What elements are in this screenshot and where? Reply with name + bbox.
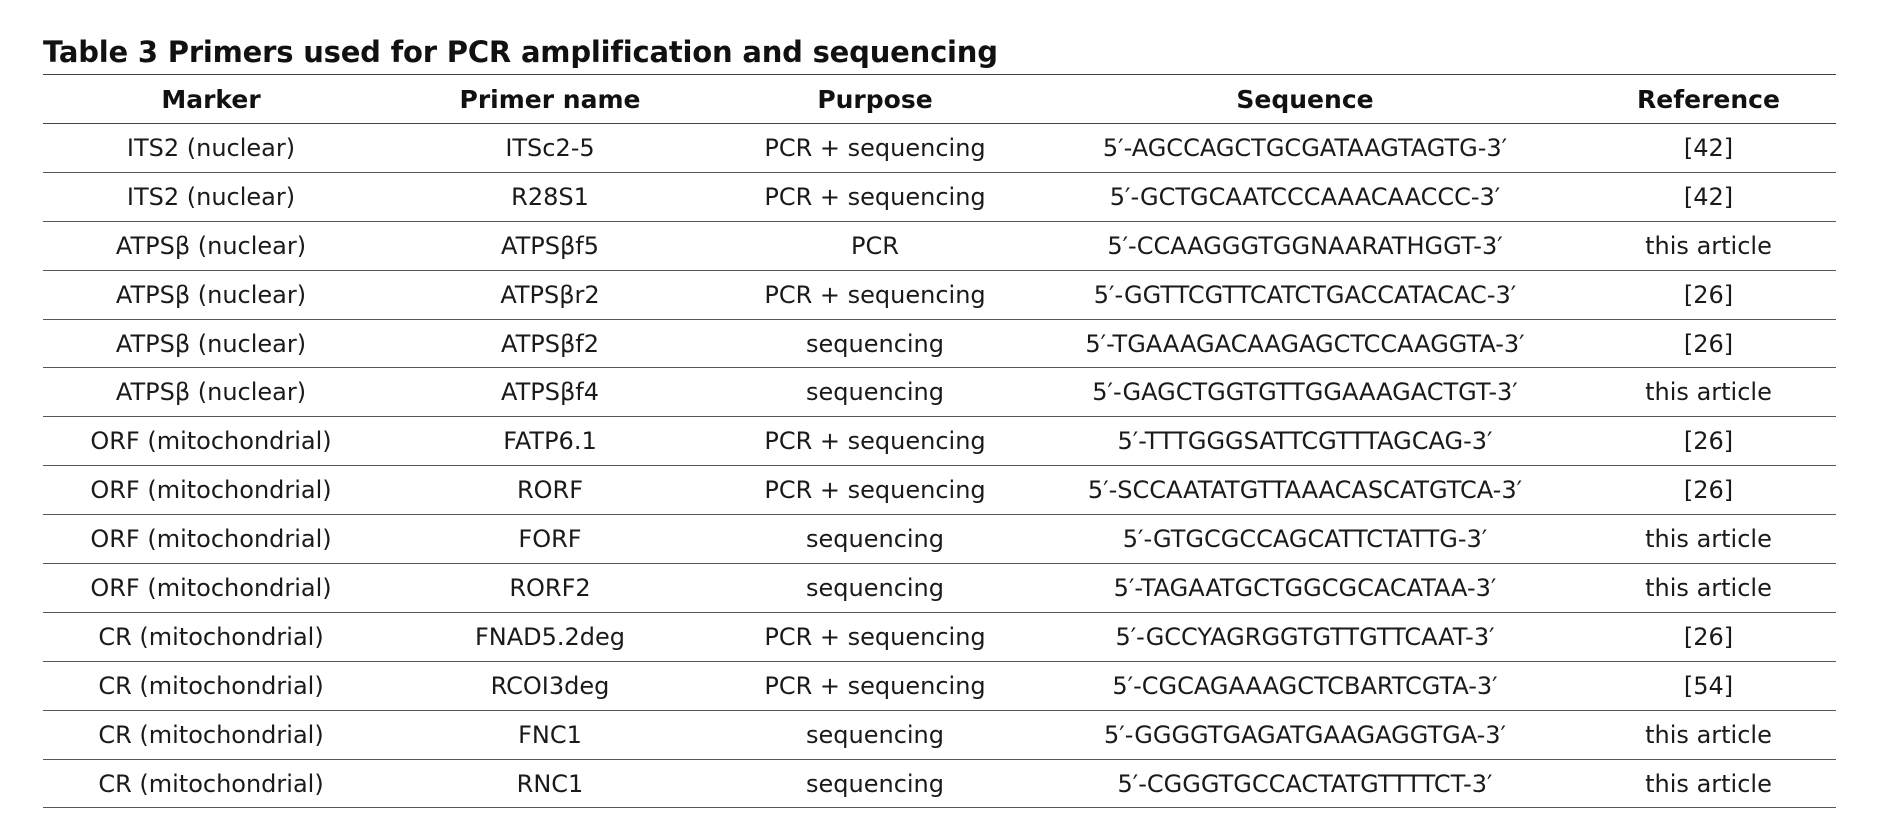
table-caption-label: Table 3: [43, 35, 158, 69]
cell-marker: ITS2 (nuclear): [126, 133, 296, 162]
cell-purpose: PCR + sequencing: [764, 427, 986, 456]
cell-primer-name: RORF2: [509, 573, 591, 602]
cell-reference: this article: [1645, 573, 1772, 602]
cell-purpose: PCR + sequencing: [764, 622, 986, 651]
cell-marker: CR (mitochondrial): [98, 769, 324, 798]
cell-primer-name: FORF: [518, 525, 582, 554]
table-row: CR (mitochondrial) RNC1 sequencing 5′-CGGGT…: [43, 759, 1836, 808]
cell-sequence: 5′-GAGCTGGTGTTGGAAAGACTGT-3′: [1092, 378, 1518, 407]
table-row: CR (mitochondrial) FNC1 sequencing 5′-GGGGT…: [43, 710, 1836, 760]
header-purpose: Purpose: [817, 84, 933, 114]
cell-marker: CR (mitochondrial): [98, 671, 324, 700]
table-row: ATPSβ (nuclear) ATPSβf5 PCR 5′-CCAAGGGTGGNA…: [43, 221, 1836, 271]
cell-reference: this article: [1645, 720, 1772, 749]
table-row: ATPSβ (nuclear) ATPSβf4 sequencing 5′-GAGCT…: [43, 368, 1836, 417]
cell-reference: [42]: [1683, 182, 1734, 211]
cell-sequence: 5′-GCTGCAATCCCAAACAACCC-3′: [1109, 182, 1501, 211]
cell-primer-name: ATPSβr2: [500, 280, 600, 309]
cell-purpose: PCR + sequencing: [764, 133, 986, 162]
cell-reference: this article: [1645, 231, 1772, 260]
cell-marker: CR (mitochondrial): [98, 720, 324, 749]
cell-marker: ATPSβ (nuclear): [115, 329, 307, 358]
cell-purpose: PCR + sequencing: [764, 280, 986, 309]
table-row: CR (mitochondrial) RCOI3deg PCR + sequenci…: [43, 661, 1836, 711]
cell-sequence: 5′-CGGGTGCCACTATGTTTTCT-3′: [1117, 769, 1493, 798]
primer-table: Marker Primer name Purpose Sequence Refe…: [43, 74, 1836, 808]
cell-sequence: 5′-SCCAATATGTTAAACASCATGTCA-3′: [1087, 476, 1523, 505]
cell-purpose: sequencing: [806, 525, 944, 554]
header-primer-name: Primer name: [459, 84, 641, 114]
cell-primer-name: RORF: [516, 476, 584, 505]
cell-sequence: 5′-CCAAGGGTGGNAARATHGGT-3′: [1107, 231, 1503, 260]
cell-primer-name: ATPSβf4: [501, 378, 599, 407]
cell-marker: ORF (mitochondrial): [90, 427, 332, 456]
cell-marker: ORF (mitochondrial): [90, 525, 332, 554]
cell-primer-name: ATPSβf5: [501, 231, 599, 260]
table-row: ITS2 (nuclear) ITSc2-5 PCR + sequencing 5′-…: [43, 124, 1836, 173]
table-body: ITS2 (nuclear) ITSc2-5 PCR + sequencing 5′-…: [43, 124, 1836, 808]
cell-marker: ITS2 (nuclear): [126, 182, 296, 211]
cell-primer-name: ITSc2-5: [505, 133, 595, 162]
cell-reference: [26]: [1683, 622, 1734, 651]
table-row: CR (mitochondrial) FNAD5.2deg PCR + sequen…: [43, 612, 1836, 662]
cell-primer-name: RCOI3deg: [490, 671, 610, 700]
cell-reference: this article: [1645, 525, 1772, 554]
cell-purpose: sequencing: [806, 769, 944, 798]
cell-reference: [26]: [1683, 329, 1734, 358]
table-row: ORF (mitochondrial) FATP6.1 PCR + sequenci…: [43, 417, 1836, 466]
table-row: ORF (mitochondrial) RORF2 sequencing 5′-TAG…: [43, 564, 1836, 613]
cell-reference: [42]: [1683, 133, 1734, 162]
cell-reference: [26]: [1683, 280, 1734, 309]
cell-sequence: 5′-AGCCAGCTGCGATAAGTAGTG-3′: [1102, 133, 1508, 162]
primer-table-container: Table 3 Primers used for PCR amplificati…: [43, 32, 1836, 808]
cell-sequence: 5′-GGGGTGAGATGAAGAGGTGA-3′: [1104, 720, 1506, 749]
cell-reference: [54]: [1683, 671, 1734, 700]
cell-sequence: 5′-TAGAATGCTGGCGCACATAA-3′: [1113, 573, 1497, 602]
cell-sequence: 5′-TGAAAGACAAGAGCTCCAAGGTA-3′: [1085, 329, 1525, 358]
cell-purpose: sequencing: [806, 573, 944, 602]
table-row: ATPSβ (nuclear) ATPSβr2 PCR + sequencing 5′…: [43, 270, 1836, 320]
header-sequence: Sequence: [1236, 84, 1374, 114]
cell-purpose: PCR + sequencing: [764, 671, 986, 700]
table-caption: Table 3 Primers used for PCR amplificati…: [43, 32, 1836, 74]
cell-marker: ATPSβ (nuclear): [115, 378, 307, 407]
cell-primer-name: FNAD5.2deg: [474, 622, 626, 651]
cell-purpose: PCR + sequencing: [764, 476, 986, 505]
table-header: Marker Primer name Purpose Sequence Refe…: [43, 74, 1836, 124]
cell-purpose: sequencing: [806, 720, 944, 749]
cell-marker: ORF (mitochondrial): [90, 573, 332, 602]
table-caption-title: Primers used for PCR amplification and s…: [167, 35, 998, 69]
cell-purpose: PCR: [851, 231, 899, 260]
cell-reference: [26]: [1683, 476, 1734, 505]
table-row: ORF (mitochondrial) FORF sequencing 5′-GTGC…: [43, 515, 1836, 564]
cell-primer-name: RNC1: [516, 769, 584, 798]
cell-purpose: sequencing: [806, 329, 944, 358]
cell-primer-name: R28S1: [511, 182, 589, 211]
cell-reference: this article: [1645, 378, 1772, 407]
cell-sequence: 5′-GCCYAGRGGTGTTGTTCAAT-3′: [1115, 622, 1495, 651]
cell-marker: ATPSβ (nuclear): [115, 280, 307, 309]
cell-sequence: 5′-TTTGGGSATTCGTTTAGCAG-3′: [1117, 427, 1493, 456]
cell-reference: this article: [1645, 769, 1772, 798]
table-row: ITS2 (nuclear) R28S1 PCR + sequencing 5′-GC…: [43, 172, 1836, 222]
header-marker: Marker: [161, 84, 261, 114]
cell-purpose: sequencing: [806, 378, 944, 407]
cell-marker: CR (mitochondrial): [98, 622, 324, 651]
table-row: ORF (mitochondrial) RORF PCR + sequencing 5…: [43, 466, 1836, 515]
cell-primer-name: ATPSβf2: [501, 329, 599, 358]
cell-sequence: 5′-CGCAGAAAGCTCBARTCGTA-3′: [1112, 671, 1498, 700]
table-row: ATPSβ (nuclear) ATPSβf2 sequencing 5′-TGAAA…: [43, 319, 1836, 368]
cell-sequence: 5′-GGTTCGTTCATCTGACCATACAC-3′: [1093, 280, 1517, 309]
header-row: Marker Primer name Purpose Sequence Refe…: [43, 74, 1836, 124]
cell-reference: [26]: [1683, 427, 1734, 456]
header-reference: Reference: [1637, 84, 1780, 114]
cell-marker: ATPSβ (nuclear): [115, 231, 307, 260]
cell-primer-name: FATP6.1: [503, 427, 597, 456]
cell-sequence: 5′-GTGCGCCAGCATTCTATTG-3′: [1122, 525, 1488, 554]
cell-purpose: PCR + sequencing: [764, 182, 986, 211]
cell-marker: ORF (mitochondrial): [90, 476, 332, 505]
cell-primer-name: FNC1: [518, 720, 582, 749]
